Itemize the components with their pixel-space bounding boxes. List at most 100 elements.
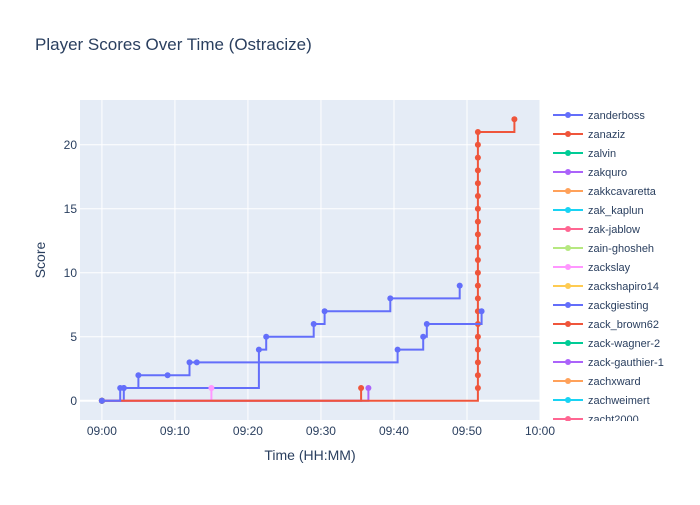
y-tick-label: 15 xyxy=(64,202,78,216)
legend-swatch-marker xyxy=(565,340,571,346)
legend-label: zack-gauthier-1 xyxy=(588,357,664,369)
legend-swatch-marker xyxy=(565,150,571,156)
y-tick-label: 20 xyxy=(64,138,78,152)
legend-label: zack-wagner-2 xyxy=(588,338,660,350)
data-point xyxy=(474,244,481,251)
legend-swatch-marker xyxy=(565,416,571,421)
series-zanaziz xyxy=(98,116,518,404)
x-tick-label: 10:00 xyxy=(525,424,555,438)
legend-swatch-marker xyxy=(565,207,571,213)
legend-item-zakkcavaretta[interactable]: zakkcavaretta xyxy=(553,186,657,198)
legend-swatch-marker xyxy=(565,245,571,251)
data-point xyxy=(511,116,518,123)
legend-swatch-marker xyxy=(565,169,571,175)
legend-label: zanaziz xyxy=(588,129,625,141)
legend-item-zackslay[interactable]: zackslay xyxy=(553,262,631,274)
data-point xyxy=(474,154,481,161)
data-point xyxy=(474,257,481,263)
legend-label: zackslay xyxy=(588,262,631,274)
data-point xyxy=(420,333,427,340)
data-point xyxy=(474,295,481,302)
legend-label: zakkcavaretta xyxy=(588,186,657,198)
data-point xyxy=(186,359,193,366)
legend-item-zak_kaplun[interactable]: zak_kaplun xyxy=(553,205,644,217)
legend[interactable]: zanderboss zanaziz zalvin zakquro zakkcavare… xyxy=(553,110,664,426)
series-layer xyxy=(98,116,518,404)
legend-swatch-marker xyxy=(565,397,571,403)
data-point xyxy=(358,385,365,391)
legend-item-zacht2000[interactable]: zacht2000 xyxy=(553,414,639,426)
data-point xyxy=(474,167,481,174)
x-tick-label: 09:10 xyxy=(160,424,190,438)
legend-label: zalvin xyxy=(588,148,616,160)
legend-swatch-marker xyxy=(565,226,571,232)
data-point xyxy=(365,385,372,391)
legend-swatch-marker xyxy=(565,321,571,327)
data-point xyxy=(474,129,481,135)
legend-item-zackshapiro14[interactable]: zackshapiro14 xyxy=(553,281,659,293)
data-point xyxy=(478,308,485,315)
data-point xyxy=(394,346,401,353)
y-tick-label: 5 xyxy=(70,330,77,344)
data-point xyxy=(474,359,481,366)
data-point xyxy=(474,218,481,225)
x-tick-label: 09:00 xyxy=(87,424,117,438)
data-point xyxy=(321,308,328,315)
x-axis-label: Time (HH:MM) xyxy=(264,447,355,463)
series-zanderboss xyxy=(98,308,485,404)
data-point xyxy=(263,333,270,340)
legend-label: zackshapiro14 xyxy=(588,281,659,293)
tick-labels: 09:00 09:10 09:20 09:30 09:40 09:50 10:00 0 5 10 1… xyxy=(64,138,556,438)
legend-label: zakquro xyxy=(588,167,627,179)
data-point xyxy=(193,359,200,366)
series-line xyxy=(101,285,461,402)
data-point xyxy=(423,321,430,327)
legend-item-zain-ghosheh[interactable]: zain-ghosheh xyxy=(553,243,654,255)
legend-label: zak_kaplun xyxy=(588,205,644,217)
legend-item-zanaziz[interactable]: zanaziz xyxy=(553,129,625,141)
legend-item-zack-gauthier-1[interactable]: zack-gauthier-1 xyxy=(553,357,664,369)
data-point xyxy=(208,385,215,391)
legend-item-zakquro[interactable]: zakquro xyxy=(553,167,627,179)
data-point xyxy=(474,193,481,199)
legend-swatch-marker xyxy=(565,302,571,308)
legend-swatch-marker xyxy=(565,188,571,194)
legend-item-zachxward[interactable]: zachxward xyxy=(553,376,641,388)
data-point xyxy=(474,269,481,276)
data-point xyxy=(387,295,394,302)
legend-label: zanderboss xyxy=(588,110,645,122)
data-point xyxy=(474,205,481,212)
legend-swatch-marker xyxy=(565,378,571,384)
legend-swatch-marker xyxy=(565,359,571,365)
x-tick-label: 09:30 xyxy=(306,424,336,438)
data-point xyxy=(255,346,262,353)
data-point xyxy=(310,321,317,327)
plot-area xyxy=(80,100,540,420)
data-point xyxy=(474,385,481,391)
data-point xyxy=(474,333,481,340)
data-point xyxy=(474,141,481,148)
legend-label: zacht2000 xyxy=(588,414,639,426)
legend-items: zanderboss zanaziz zalvin zakquro zakkcavare… xyxy=(553,110,664,426)
legend-label: zachweimert xyxy=(588,395,650,407)
legend-item-zachweimert[interactable]: zachweimert xyxy=(553,395,650,407)
legend-item-zackgiesting[interactable]: zackgiesting xyxy=(553,300,649,312)
data-point xyxy=(456,282,463,289)
legend-item-zack_brown62[interactable]: zack_brown62 xyxy=(553,319,659,331)
data-point xyxy=(120,385,127,391)
legend-item-zalvin[interactable]: zalvin xyxy=(553,148,616,160)
legend-item-zack-wagner-2[interactable]: zack-wagner-2 xyxy=(553,338,660,350)
legend-item-zak-jablow[interactable]: zak-jablow xyxy=(553,224,640,236)
legend-item-zanderboss[interactable]: zanderboss xyxy=(553,110,645,122)
y-axis-label: Score xyxy=(32,242,48,279)
x-tick-label: 09:20 xyxy=(233,424,263,438)
data-point xyxy=(474,231,481,238)
legend-label: zachxward xyxy=(588,376,641,388)
data-point xyxy=(474,346,481,353)
legend-swatch-marker xyxy=(565,283,571,289)
legend-label: zack_brown62 xyxy=(588,319,659,331)
y-tick-label: 10 xyxy=(64,266,78,280)
legend-swatch-marker xyxy=(565,131,571,137)
